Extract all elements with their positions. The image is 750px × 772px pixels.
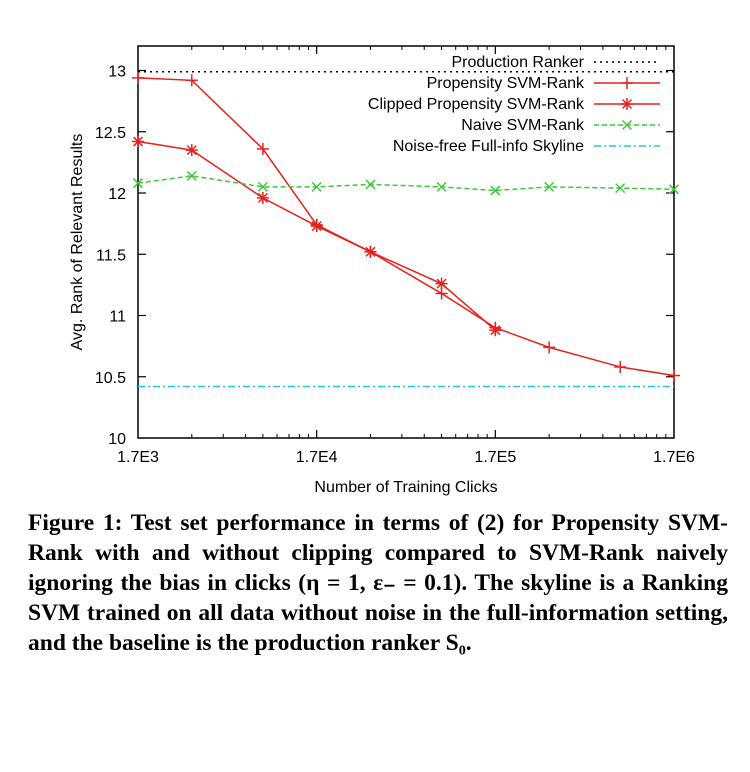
data-point-marker [615,183,626,194]
data-point-marker [436,278,447,289]
data-point-marker [490,325,501,336]
x-tick-label: 1.7E6 [653,449,695,466]
data-point-marker [311,221,322,232]
data-point-marker [365,179,376,190]
series-naive-svm-rank [132,170,680,196]
data-point-marker [544,181,555,192]
series-clipped-propensity-svm-rank [132,135,502,337]
data-point-marker [186,170,197,181]
series-line [137,77,675,377]
data-point-marker [132,136,144,147]
y-tick-label: 11.5 [96,247,126,264]
legend-label: Naive SVM-Rank [461,117,585,134]
y-tick-label: 10.5 [95,370,126,387]
data-point-marker [490,185,501,196]
data-point-marker [668,184,680,195]
data-point-marker [365,246,376,257]
series-line [137,175,675,192]
series-line [137,140,496,331]
x-tick-label: 1.7E3 [117,449,159,466]
y-axis-title: Avg. Rank of Relevant Results [69,134,86,351]
legend-label: Production Ranker [451,54,584,71]
figure-caption: Figure 1: Test set performance in terms … [28,508,728,658]
caption-label: Figure 1: [28,510,123,536]
data-point-marker [621,119,633,131]
chart: 1.7E3 1.7E4 1.7E5 1.7E6 10 10.5 11 11.5 12 12.5 13… [69,45,695,496]
data-point-marker [257,192,268,203]
data-point-marker [257,181,268,192]
x-axis-title: Number of Training Clicks [314,479,497,496]
data-point-marker [621,98,633,110]
data-point-marker [311,181,322,192]
data-point-marker [186,145,197,156]
y-tick-label: 11 [109,309,126,326]
y-tick-label: 13 [108,64,126,81]
y-tick-label: 12 [108,186,126,203]
caption-text: Test set performance in terms of (2) for… [28,510,729,656]
y-tick-label: 10 [108,431,126,448]
plot-frame [137,45,675,439]
legend-label: Clipped Propensity SVM-Rank [368,96,585,113]
x-tick-label: 1.7E4 [296,449,338,466]
x-tick-label: 1.7E5 [474,449,516,466]
legend-label: Noise-free Full-info Skyline [393,138,584,155]
legend-label: Propensity SVM-Rank [427,75,585,92]
y-tick-label: 12.5 [95,125,126,142]
data-point-marker [436,181,447,192]
data-point-marker [132,178,144,189]
series-propensity-svm-rank [132,71,680,382]
